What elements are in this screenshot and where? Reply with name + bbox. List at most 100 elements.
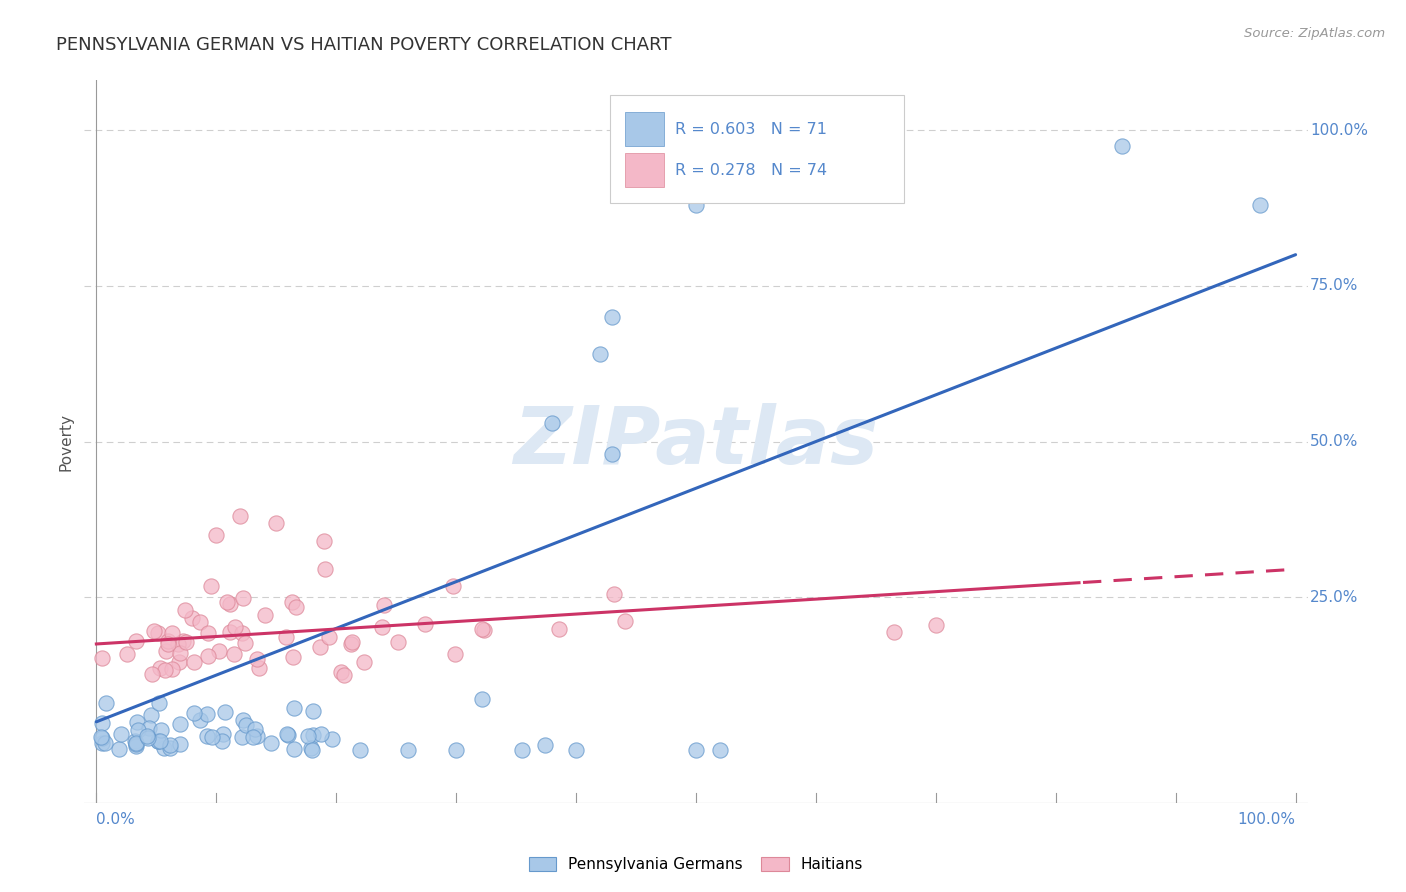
Point [183,706,205,721]
Point [589,347,612,361]
Point [444,647,467,661]
Point [318,630,340,644]
Point [471,622,494,636]
Text: Poverty: Poverty [59,412,75,471]
Point [246,651,269,665]
Point [169,737,191,751]
Point [125,737,148,751]
Point [214,706,236,720]
Text: 0.0%: 0.0% [97,812,135,827]
Point [685,198,707,212]
Point [141,666,163,681]
Point [349,743,371,757]
Point [219,625,242,640]
Point [148,733,170,747]
Point [685,743,707,757]
Point [339,637,361,651]
Point [276,726,298,740]
Point [197,626,219,640]
Point [94,696,117,710]
Point [297,729,319,743]
Point [396,743,419,757]
Point [159,740,181,755]
FancyBboxPatch shape [626,153,664,187]
Text: 75.0%: 75.0% [1310,278,1358,293]
Point [197,729,219,743]
Point [280,595,302,609]
Point [321,731,343,746]
Point [90,730,112,744]
Point [309,640,332,655]
Point [314,562,336,576]
Point [136,729,159,743]
Point [299,741,322,756]
Point [110,727,132,741]
Point [127,723,149,738]
Point [197,648,219,663]
Point [149,661,172,675]
Point [125,739,148,753]
Point [138,731,160,746]
Point [534,738,557,752]
Point [91,731,114,745]
Point [167,656,190,670]
Point [353,655,375,669]
Point [302,728,325,742]
Point [472,623,495,637]
Point [174,635,197,649]
Point [1249,198,1271,212]
Text: R = 0.603   N = 71: R = 0.603 N = 71 [675,122,827,136]
Point [142,624,165,638]
Point [172,633,194,648]
Point [471,692,494,706]
Point [218,598,240,612]
Point [231,730,253,744]
Text: 50.0%: 50.0% [1310,434,1358,449]
Point [153,740,176,755]
Point [373,598,395,612]
Point [301,743,323,757]
Point [370,620,392,634]
Text: 25.0%: 25.0% [1310,590,1358,605]
Point [183,655,205,669]
Point [200,731,222,745]
Point [314,534,336,549]
Point [302,705,325,719]
Point [330,665,353,680]
Point [283,701,305,715]
Point [245,729,267,743]
Point [149,733,172,747]
Text: Source: ZipAtlas.com: Source: ZipAtlas.com [1244,27,1385,40]
Point [188,713,211,727]
Point [162,626,184,640]
Point [159,739,181,753]
Point [167,637,190,651]
Point [235,635,257,649]
Point [94,736,117,750]
Point [174,603,197,617]
Point [547,622,569,636]
Point [188,615,211,630]
Point [277,728,299,742]
Point [283,742,305,756]
Point [90,651,112,665]
Point [600,310,623,324]
Point [149,723,172,737]
Point [264,516,287,530]
Point [260,736,283,750]
Point [125,634,148,648]
Point [138,722,160,736]
Point [224,620,246,634]
Point [274,630,297,644]
Point [169,717,191,731]
Point [709,743,731,757]
Point [253,608,276,623]
Point [510,743,533,757]
Point [205,528,228,542]
Point [333,668,356,682]
Point [387,635,409,649]
Text: 100.0%: 100.0% [1310,122,1368,137]
Point [541,416,564,430]
Point [243,723,266,737]
Point [146,626,169,640]
